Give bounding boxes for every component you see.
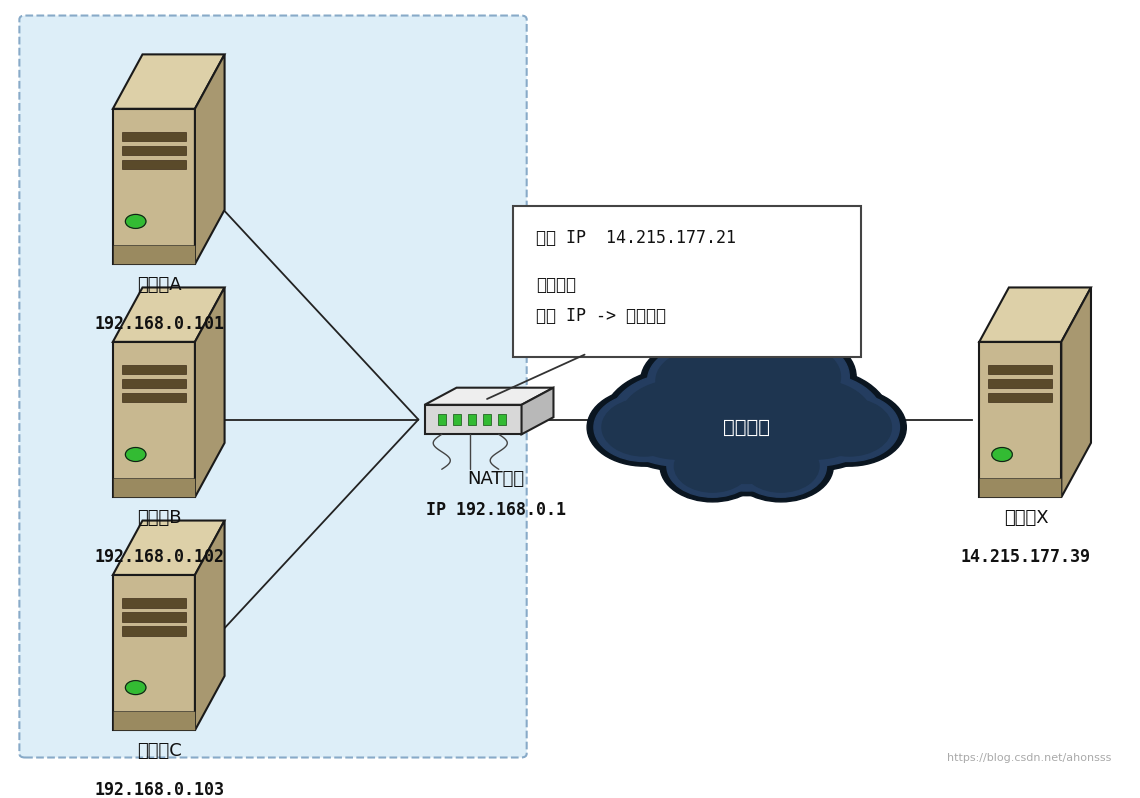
Polygon shape	[113, 245, 195, 264]
Text: 192.168.0.103: 192.168.0.103	[95, 780, 225, 798]
Circle shape	[682, 394, 812, 484]
Text: 服务器B: 服务器B	[137, 509, 182, 527]
Polygon shape	[122, 132, 186, 141]
Circle shape	[125, 681, 146, 694]
Circle shape	[663, 382, 830, 496]
Polygon shape	[122, 598, 186, 607]
Circle shape	[641, 339, 762, 422]
Circle shape	[728, 430, 833, 502]
Circle shape	[807, 398, 891, 456]
Circle shape	[671, 353, 822, 456]
Bar	[497, 414, 506, 425]
Circle shape	[728, 334, 856, 421]
Polygon shape	[424, 388, 554, 405]
Text: 公共网络: 公共网络	[723, 418, 771, 437]
Polygon shape	[424, 405, 521, 434]
Polygon shape	[122, 160, 186, 169]
Polygon shape	[988, 379, 1052, 389]
Bar	[483, 414, 490, 425]
Text: 服务器A: 服务器A	[137, 276, 182, 294]
Circle shape	[602, 398, 686, 456]
Circle shape	[667, 435, 758, 497]
Text: 服务器X: 服务器X	[1003, 509, 1049, 527]
Circle shape	[744, 344, 840, 409]
Polygon shape	[122, 146, 186, 156]
Text: 192.168.0.101: 192.168.0.101	[95, 314, 225, 333]
Circle shape	[740, 368, 890, 471]
Polygon shape	[521, 388, 554, 434]
Circle shape	[656, 350, 747, 412]
Polygon shape	[979, 478, 1061, 497]
Polygon shape	[113, 520, 225, 575]
Polygon shape	[988, 365, 1052, 374]
Polygon shape	[988, 393, 1052, 402]
Polygon shape	[979, 287, 1091, 342]
Text: 动态映射: 动态映射	[536, 276, 576, 294]
Circle shape	[743, 440, 819, 492]
Polygon shape	[195, 54, 225, 264]
Circle shape	[652, 339, 841, 468]
Polygon shape	[122, 612, 186, 622]
Circle shape	[594, 393, 694, 461]
Text: NAT网关: NAT网关	[467, 470, 524, 488]
Polygon shape	[113, 342, 195, 497]
Bar	[454, 414, 461, 425]
Circle shape	[659, 344, 834, 464]
FancyBboxPatch shape	[513, 206, 861, 358]
Circle shape	[125, 448, 146, 461]
Polygon shape	[195, 520, 225, 730]
Circle shape	[735, 435, 826, 497]
Text: 唯一 IP  14.215.177.21: 唯一 IP 14.215.177.21	[536, 229, 735, 247]
FancyBboxPatch shape	[19, 15, 527, 757]
Text: 14.215.177.39: 14.215.177.39	[961, 547, 1091, 566]
Polygon shape	[113, 287, 225, 342]
Polygon shape	[113, 478, 195, 497]
Circle shape	[648, 344, 755, 417]
Circle shape	[610, 373, 747, 466]
Circle shape	[675, 440, 750, 492]
Polygon shape	[113, 575, 195, 730]
Polygon shape	[122, 379, 186, 389]
Polygon shape	[113, 54, 225, 109]
Circle shape	[603, 368, 754, 471]
Text: 192.168.0.102: 192.168.0.102	[95, 547, 225, 566]
Text: IP 192.168.0.1: IP 192.168.0.1	[426, 501, 565, 519]
Circle shape	[799, 393, 899, 461]
Polygon shape	[122, 365, 186, 374]
Circle shape	[660, 430, 765, 502]
Circle shape	[757, 380, 873, 459]
Text: https://blog.csdn.net/ahonsss: https://blog.csdn.net/ahonsss	[947, 753, 1112, 763]
Text: 服务器C: 服务器C	[137, 742, 182, 760]
Polygon shape	[979, 342, 1061, 497]
Bar	[438, 414, 447, 425]
Circle shape	[587, 389, 701, 466]
Polygon shape	[1061, 287, 1091, 497]
Circle shape	[620, 380, 736, 459]
Polygon shape	[122, 393, 186, 402]
Circle shape	[992, 448, 1012, 461]
Text: 内网 IP -> 随机端口: 内网 IP -> 随机端口	[536, 307, 666, 325]
Circle shape	[792, 389, 906, 466]
Polygon shape	[113, 109, 195, 264]
Circle shape	[735, 338, 849, 416]
Polygon shape	[122, 626, 186, 635]
Circle shape	[670, 387, 823, 491]
Polygon shape	[195, 287, 225, 497]
Circle shape	[747, 373, 884, 466]
Bar	[469, 414, 477, 425]
Circle shape	[125, 215, 146, 228]
Polygon shape	[113, 711, 195, 730]
